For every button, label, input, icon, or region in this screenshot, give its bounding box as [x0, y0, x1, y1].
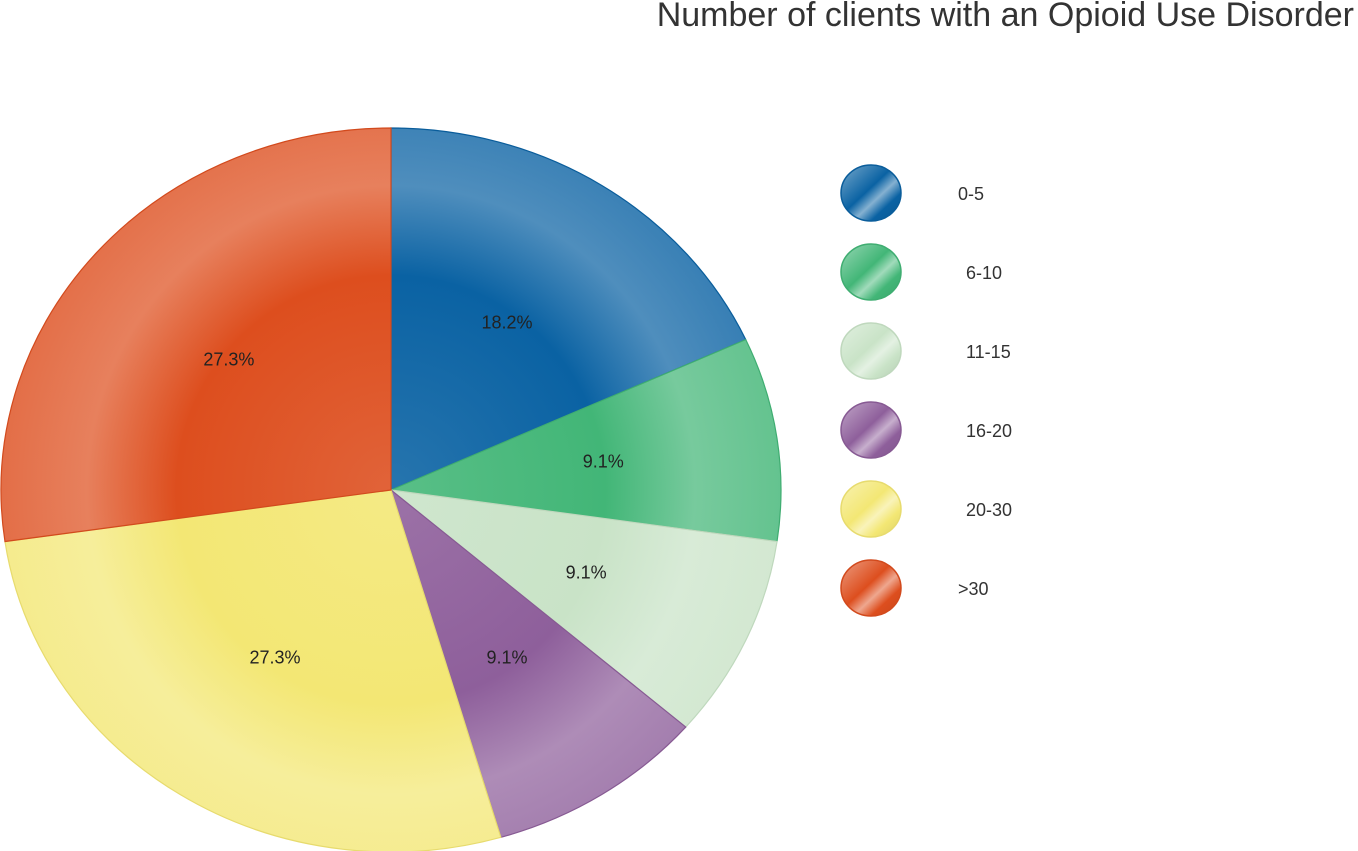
- slice-value-label: 18.2%: [481, 313, 532, 333]
- pie-slice-6-10: [388, 338, 782, 543]
- legend-swatch: [840, 559, 902, 617]
- slice-value-label: 9.1%: [566, 563, 607, 583]
- pie-slice-labels: 18.2% 9.1% 9.1% 9.1% 27.3% 27.3%: [203, 313, 623, 668]
- legend-swatch: [840, 164, 902, 222]
- legend-label: 6-10: [966, 263, 1002, 283]
- pie-slice-0-5: [390, 127, 747, 491]
- pie-slice-11-15: [388, 489, 778, 728]
- slice-value-label: 9.1%: [583, 452, 624, 472]
- legend-swatch: [840, 243, 902, 301]
- legend-label: 20-30: [966, 500, 1012, 520]
- slice-value-label: 9.1%: [486, 648, 527, 668]
- slice-value-label: 27.3%: [249, 648, 300, 668]
- legend: 0-5 6-10 11-15 16-20 20-30 >30: [840, 164, 1012, 617]
- legend-swatch: [840, 322, 902, 380]
- legend-label: 16-20: [966, 421, 1012, 441]
- legend-label: 11-15: [966, 342, 1011, 362]
- legend-label: >30: [958, 579, 989, 599]
- pie-slice-over-30: [0, 127, 392, 543]
- slice-value-label: 27.3%: [203, 350, 254, 370]
- legend-swatch: [840, 480, 902, 538]
- legend-label: 0-5: [958, 184, 984, 204]
- pie-slices: [0, 127, 782, 851]
- legend-swatch: [840, 401, 902, 459]
- pie-slice-20-30: [4, 489, 502, 851]
- chart-title: Number of clients with an Opioid Use Dis…: [656, 0, 1354, 34]
- pie-slice-16-20: [389, 488, 687, 839]
